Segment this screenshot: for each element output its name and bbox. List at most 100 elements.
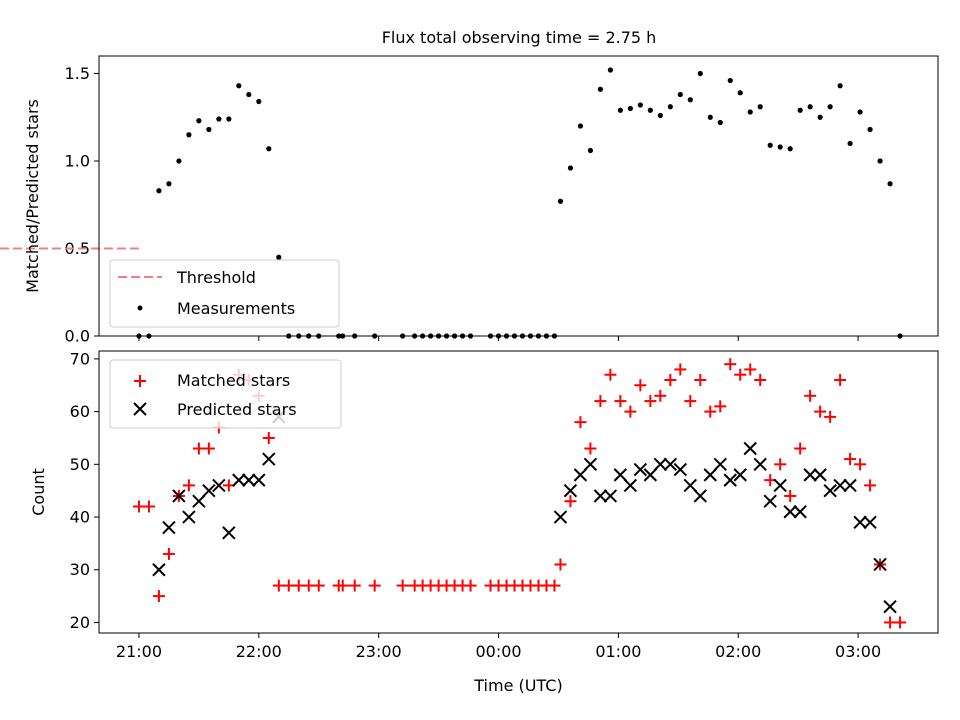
predicted-star-point [843,478,857,493]
matched-star-point [396,579,409,592]
matched-star-point [674,363,687,376]
matched-star-point [724,358,737,371]
measurement-point [667,104,673,110]
y-tick-label: 1.5 [65,64,90,83]
predicted-star-point [763,494,777,508]
y-tick-label: 40 [70,508,90,527]
predicted-star-point [613,468,628,482]
predicted-star-point [222,526,236,540]
measurement-point [557,198,564,204]
measurement-point [817,114,823,120]
predicted-star-point [673,462,688,477]
measurement-point [747,109,753,115]
matched-star-point [348,579,361,592]
predicted-star-point [242,473,256,487]
measurement-point [827,104,833,110]
measurement-point [597,86,604,92]
measurement-point [737,90,743,96]
measurement-point [186,132,192,138]
measurement-point [637,102,643,108]
y-tick-label: 20 [70,613,90,632]
measurement-point [206,126,212,133]
measurement-point [607,67,613,73]
predicted-star-point [162,520,176,535]
predicted-star-point [733,468,747,482]
measurement-point [627,105,633,112]
measurement-point [887,181,893,187]
matched-star-point [654,389,667,402]
predicted-star-point [643,468,658,482]
ratio-y-label: Matched/Predicted stars [23,99,42,293]
matched-star-point [464,579,477,592]
measurement-point [617,107,623,113]
x-tick-label: 03:00 [835,642,881,661]
count-panel: 20 30 40 50 60 70 21:00 22:00 23:00 00:00 01:00 02… [29,349,939,695]
y-tick-label: 70 [70,349,90,368]
y-tick-label: 50 [70,455,90,474]
measurement-point [276,254,282,260]
predicted-star-point [182,510,196,524]
measurement-point [587,147,594,154]
matched-star-point [754,373,767,386]
measurement-point [236,83,242,89]
count-x-axis: 21:00 22:00 23:00 00:00 01:00 02:00 03:00 [116,633,881,661]
y-tick-label: 0.5 [65,239,90,258]
predicted-star-point [573,468,588,482]
predicted-star-point [683,478,698,493]
matched-star-point [844,453,857,466]
matched-star-point [684,395,697,408]
y-tick-label: 60 [70,402,90,421]
threshold-legend-label: Threshold [176,268,256,287]
ratio-panel: 0.0 0.5 1.0 1.5 Matched/Predicted stars Thr… [0,55,939,346]
matched-star-point [694,373,707,386]
x-axis-label: Time (UTC) [473,676,562,695]
x-tick-label: 21:00 [116,642,162,661]
measurement-point [246,91,252,98]
predicted-star-point [212,478,226,493]
measurement-point [847,140,853,147]
measurement-point [226,116,232,122]
matched-star-point [162,547,175,560]
predicted-star-point [753,457,767,472]
predicted-star-point [192,494,206,508]
predicted-star-point [623,478,638,493]
x-tick-label: 00:00 [475,642,521,661]
measurement-point [717,119,723,126]
predicted-star-point [603,489,618,503]
measurement-point [787,146,793,152]
measurement-point [707,114,713,120]
matched-star-point [336,579,349,592]
count-legend: Matched stars Predicted stars [109,359,342,429]
matched-star-point [864,479,877,492]
count-y-label: Count [29,468,48,516]
predicted-legend-label: Predicted stars [177,400,297,419]
matched-star-point [784,489,797,502]
predicted-star-point [583,457,598,472]
y-tick-label: 0.0 [65,327,90,346]
measurement-point [176,158,182,164]
measurement-point [677,91,683,98]
matched-star-point [548,579,561,592]
measurement-point [777,144,783,150]
matched-legend-swatch [134,375,146,387]
measurement-point [727,77,733,84]
matched-star-point [202,442,215,455]
predicted-star-point [262,452,276,466]
predicted-star-point [883,599,897,614]
matched-star-point [774,458,787,471]
matched-star-point [814,405,827,418]
predicted-star-point [563,483,578,498]
matched-star-point [554,558,567,571]
measurement-point [767,142,773,148]
predicted-star-point [653,457,668,472]
measurement-point [697,70,703,77]
predicted-star-point [853,515,867,530]
ratio-y-axis: 0.0 0.5 1.0 1.5 [65,64,99,346]
matched-star-point [824,410,837,423]
x-tick-label: 01:00 [595,642,641,661]
matched-star-point [182,479,195,492]
measurement-point [867,126,873,133]
y-tick-label: 1.0 [65,152,90,171]
predicted-star-point [813,468,827,482]
